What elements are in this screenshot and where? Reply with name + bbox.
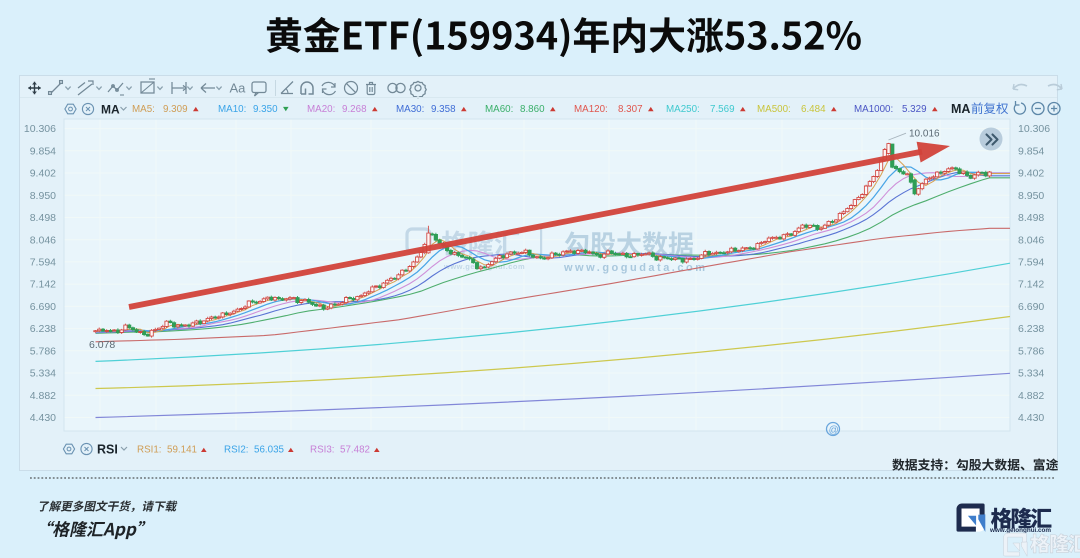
svg-text:7.142: 7.142 bbox=[30, 279, 56, 291]
svg-text:RSI1:: RSI1: bbox=[137, 445, 162, 456]
svg-text:10.306: 10.306 bbox=[24, 123, 56, 135]
svg-text:7.594: 7.594 bbox=[1018, 257, 1044, 269]
svg-text:6.238: 6.238 bbox=[1018, 323, 1044, 335]
svg-text:8.950: 8.950 bbox=[1018, 190, 1044, 202]
svg-text:www.gogudata.com: www.gogudata.com bbox=[563, 262, 708, 274]
svg-text:RSI2:: RSI2: bbox=[224, 445, 249, 456]
svg-text:4.882: 4.882 bbox=[1018, 390, 1044, 402]
svg-text:7.569: 7.569 bbox=[710, 104, 735, 115]
svg-text:9.854: 9.854 bbox=[30, 145, 56, 157]
svg-text:4.430: 4.430 bbox=[1018, 412, 1044, 424]
svg-text:8.498: 8.498 bbox=[1018, 212, 1044, 224]
svg-text:5.334: 5.334 bbox=[30, 368, 56, 380]
svg-text:www.gelonghui.com: www.gelonghui.com bbox=[989, 527, 1051, 534]
svg-text:@: @ bbox=[829, 425, 839, 436]
svg-text:MA20:: MA20: bbox=[307, 104, 335, 115]
svg-text:6.078: 6.078 bbox=[89, 339, 115, 351]
svg-text:MA10:: MA10: bbox=[218, 104, 246, 115]
svg-text:RSI3:: RSI3: bbox=[310, 445, 335, 456]
svg-text:6.238: 6.238 bbox=[30, 323, 56, 335]
svg-text:9.268: 9.268 bbox=[342, 104, 367, 115]
svg-text:8.860: 8.860 bbox=[520, 104, 545, 115]
svg-text:5.786: 5.786 bbox=[1018, 345, 1044, 357]
svg-text:5.334: 5.334 bbox=[1018, 368, 1044, 380]
svg-text:MA: MA bbox=[951, 102, 970, 116]
svg-text:57.482: 57.482 bbox=[340, 445, 370, 456]
svg-text:MA1000:: MA1000: bbox=[854, 104, 893, 115]
svg-text:MA500:: MA500: bbox=[757, 104, 791, 115]
svg-text:8.046: 8.046 bbox=[30, 234, 56, 246]
svg-text:7.594: 7.594 bbox=[30, 257, 56, 269]
svg-text:8.307: 8.307 bbox=[618, 104, 643, 115]
svg-text:59.141: 59.141 bbox=[167, 445, 197, 456]
svg-text:5.329: 5.329 bbox=[902, 104, 927, 115]
svg-text:RSI: RSI bbox=[97, 443, 118, 457]
svg-text:56.035: 56.035 bbox=[254, 445, 285, 456]
svg-text:9.402: 9.402 bbox=[1018, 168, 1044, 180]
svg-text:6.690: 6.690 bbox=[1018, 301, 1044, 313]
svg-text:5.786: 5.786 bbox=[30, 345, 56, 357]
svg-text:MA: MA bbox=[101, 103, 120, 117]
svg-text:10.016: 10.016 bbox=[909, 129, 940, 140]
svg-text:9.309: 9.309 bbox=[163, 104, 188, 115]
svg-text:6.484: 6.484 bbox=[801, 104, 826, 115]
svg-text:8.498: 8.498 bbox=[30, 212, 56, 224]
svg-text:9.854: 9.854 bbox=[1018, 145, 1044, 157]
svg-text:8.046: 8.046 bbox=[1018, 234, 1044, 246]
svg-text:MA30:: MA30: bbox=[396, 104, 424, 115]
svg-text:9.350: 9.350 bbox=[253, 104, 278, 115]
svg-text:6.690: 6.690 bbox=[30, 301, 56, 313]
svg-text:4.430: 4.430 bbox=[30, 412, 56, 424]
svg-text:4.882: 4.882 bbox=[30, 390, 56, 402]
svg-text:MA250:: MA250: bbox=[666, 104, 700, 115]
svg-text:MA120:: MA120: bbox=[574, 104, 608, 115]
svg-text:10.306: 10.306 bbox=[1018, 123, 1050, 135]
svg-text:9.402: 9.402 bbox=[30, 168, 56, 180]
svg-text:Aa: Aa bbox=[230, 81, 247, 96]
svg-text:MA5:: MA5: bbox=[132, 104, 155, 115]
svg-text:7.142: 7.142 bbox=[1018, 279, 1044, 291]
svg-text:MA60:: MA60: bbox=[485, 104, 513, 115]
svg-text:8.950: 8.950 bbox=[30, 190, 56, 202]
svg-text:9.358: 9.358 bbox=[431, 104, 456, 115]
